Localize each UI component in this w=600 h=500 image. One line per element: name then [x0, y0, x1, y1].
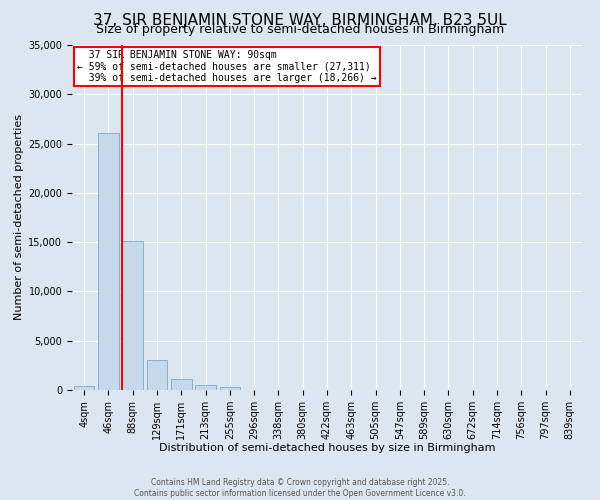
Text: Size of property relative to semi-detached houses in Birmingham: Size of property relative to semi-detach… [96, 22, 504, 36]
Bar [220, 387, 240, 390]
Bar [195, 386, 216, 390]
Text: Contains HM Land Registry data © Crown copyright and database right 2025.
Contai: Contains HM Land Registry data © Crown c… [134, 478, 466, 498]
Text: 37, SIR BENJAMIN STONE WAY, BIRMINGHAM, B23 5UL: 37, SIR BENJAMIN STONE WAY, BIRMINGHAM, … [93, 12, 507, 28]
Y-axis label: Number of semi-detached properties: Number of semi-detached properties [14, 114, 24, 320]
Text: 37 SIR BENJAMIN STONE WAY: 90sqm
← 59% of semi-detached houses are smaller (27,3: 37 SIR BENJAMIN STONE WAY: 90sqm ← 59% o… [77, 50, 377, 84]
Bar [98, 132, 119, 390]
Bar [146, 360, 167, 390]
Bar [74, 386, 94, 390]
X-axis label: Distribution of semi-detached houses by size in Birmingham: Distribution of semi-detached houses by … [159, 444, 495, 454]
Bar [171, 379, 191, 390]
Bar [122, 241, 143, 390]
